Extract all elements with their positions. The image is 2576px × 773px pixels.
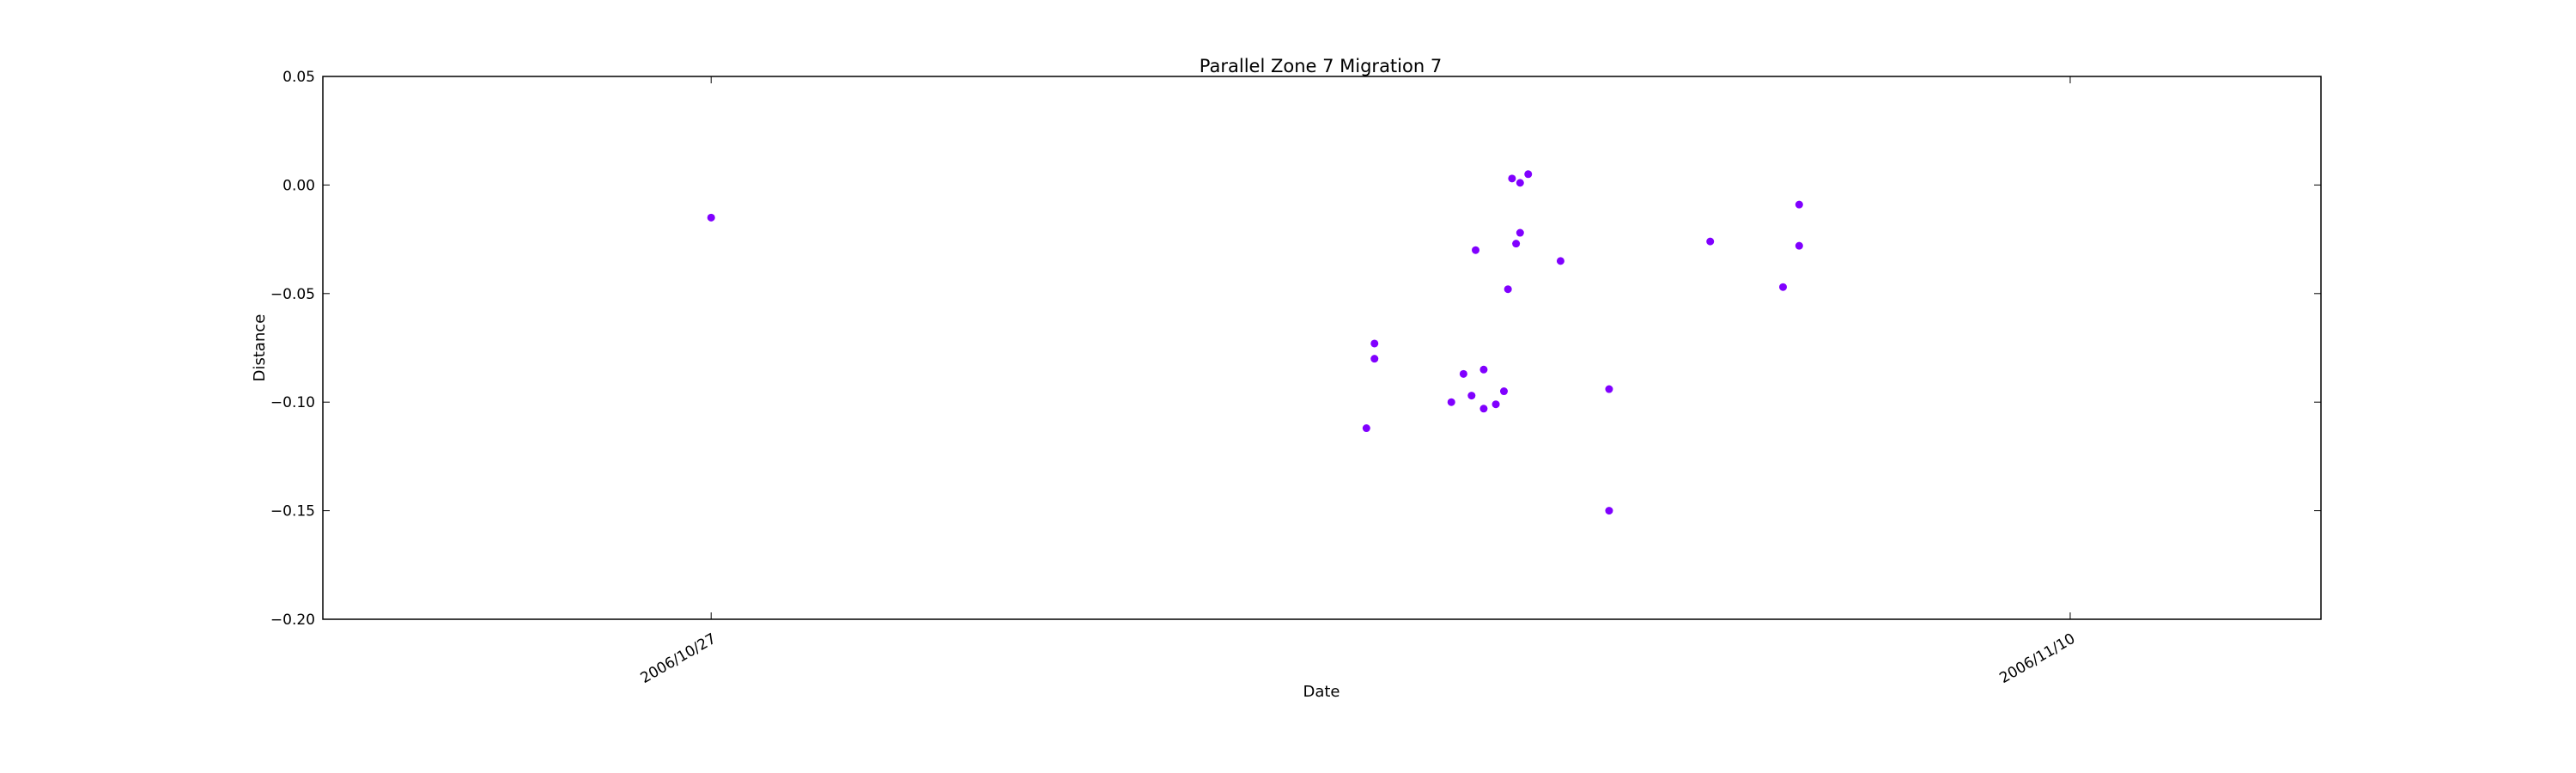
x-tick-label: 2006/10/27 [638, 630, 720, 687]
data-point [1504, 285, 1512, 294]
y-tick-label: −0.10 [270, 394, 315, 411]
data-point [1467, 392, 1476, 400]
data-point [1512, 240, 1521, 248]
data-point [1706, 237, 1715, 246]
y-tick-label: 0.05 [283, 69, 315, 86]
data-point [1459, 369, 1467, 378]
y-tick-label: 0.00 [283, 177, 315, 194]
data-points [707, 170, 1803, 515]
x-axis-label: Date [1303, 683, 1340, 701]
data-point [1362, 424, 1370, 433]
plot-area-frame [322, 76, 2322, 620]
data-point [1370, 355, 1379, 363]
data-point [1492, 400, 1500, 409]
axis-ticks: 0.05 0.00 −0.05 −0.10 −0.15 −0.20 2006/10/27 20… [270, 69, 2321, 687]
data-point [1779, 283, 1787, 291]
data-point [1524, 170, 1533, 179]
data-point [1508, 174, 1516, 183]
y-tick-label: −0.15 [270, 503, 315, 520]
data-point [1516, 228, 1524, 237]
data-point [1499, 387, 1508, 396]
data-point [1795, 241, 1803, 250]
data-point [707, 213, 715, 222]
data-point [1605, 507, 1613, 515]
data-point [1447, 398, 1455, 406]
y-tick-label: −0.05 [270, 286, 315, 303]
data-point [1795, 200, 1803, 209]
chart-title: Parallel Zone 7 Migration 7 [1200, 56, 1442, 76]
data-point [1479, 405, 1488, 413]
data-point [1516, 179, 1524, 187]
data-point [1479, 365, 1488, 374]
data-point [1605, 385, 1613, 393]
y-tick-label: −0.20 [270, 612, 315, 629]
data-point [1556, 257, 1564, 265]
y-axis-label: Distance [251, 314, 269, 382]
data-point [1370, 339, 1379, 348]
data-point [1472, 246, 1479, 254]
x-tick-label: 2006/11/10 [1996, 630, 2078, 687]
